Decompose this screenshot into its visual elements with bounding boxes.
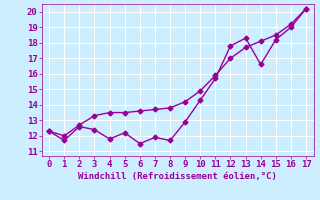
X-axis label: Windchill (Refroidissement éolien,°C): Windchill (Refroidissement éolien,°C)	[78, 172, 277, 181]
